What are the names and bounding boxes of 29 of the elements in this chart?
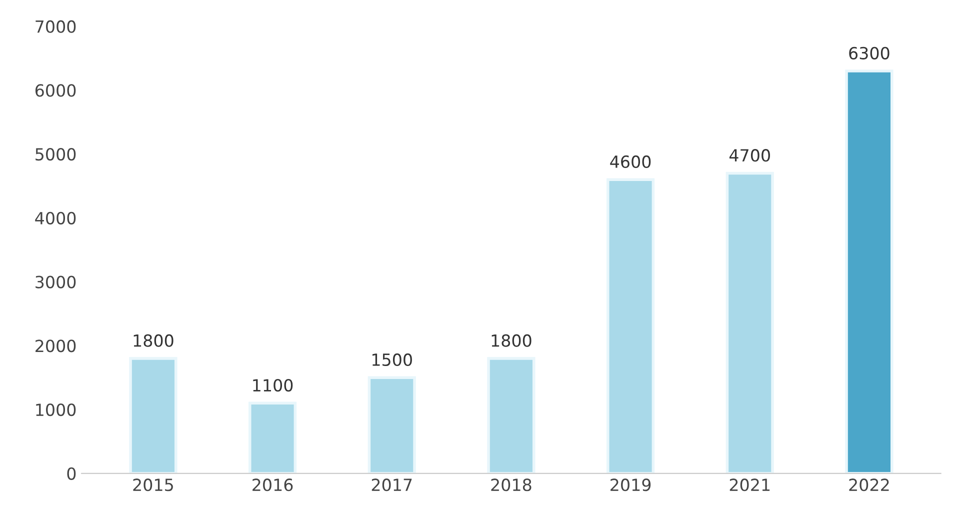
y-tick-label: 5000 [36,148,76,161]
x-tick-label: 2019 [610,478,651,492]
y-tick-label: 6000 [35,84,76,97]
bar [487,357,536,474]
bar [726,172,774,474]
y-tick-label: 4000 [35,212,76,224]
y-tick-label: 1000 [36,403,76,416]
x-tick-label: 2016 [252,478,293,492]
x-tick-label: 2021 [730,478,770,492]
data-label: 4700 [729,149,770,162]
data-label: 1500 [372,353,412,366]
x-tick-label: 2015 [133,478,173,492]
data-label: 6300 [849,46,890,60]
bar [845,70,894,474]
bar [368,376,416,474]
y-tick-label: 3000 [36,276,76,288]
x-tick-label: 2022 [849,478,889,492]
data-label: 1800 [134,334,174,347]
y-tick-label: 0 [67,467,76,480]
bar [248,402,297,474]
data-label: 4600 [610,155,651,168]
y-tick-label: 2000 [36,340,76,352]
y-tick-label: 7000 [36,20,76,33]
data-label: 1800 [492,334,532,347]
x-tick-label: 2018 [491,478,532,492]
bar [129,357,178,474]
x-tick-label: 2017 [372,478,412,492]
bar [606,178,655,474]
data-label: 1100 [253,378,293,392]
